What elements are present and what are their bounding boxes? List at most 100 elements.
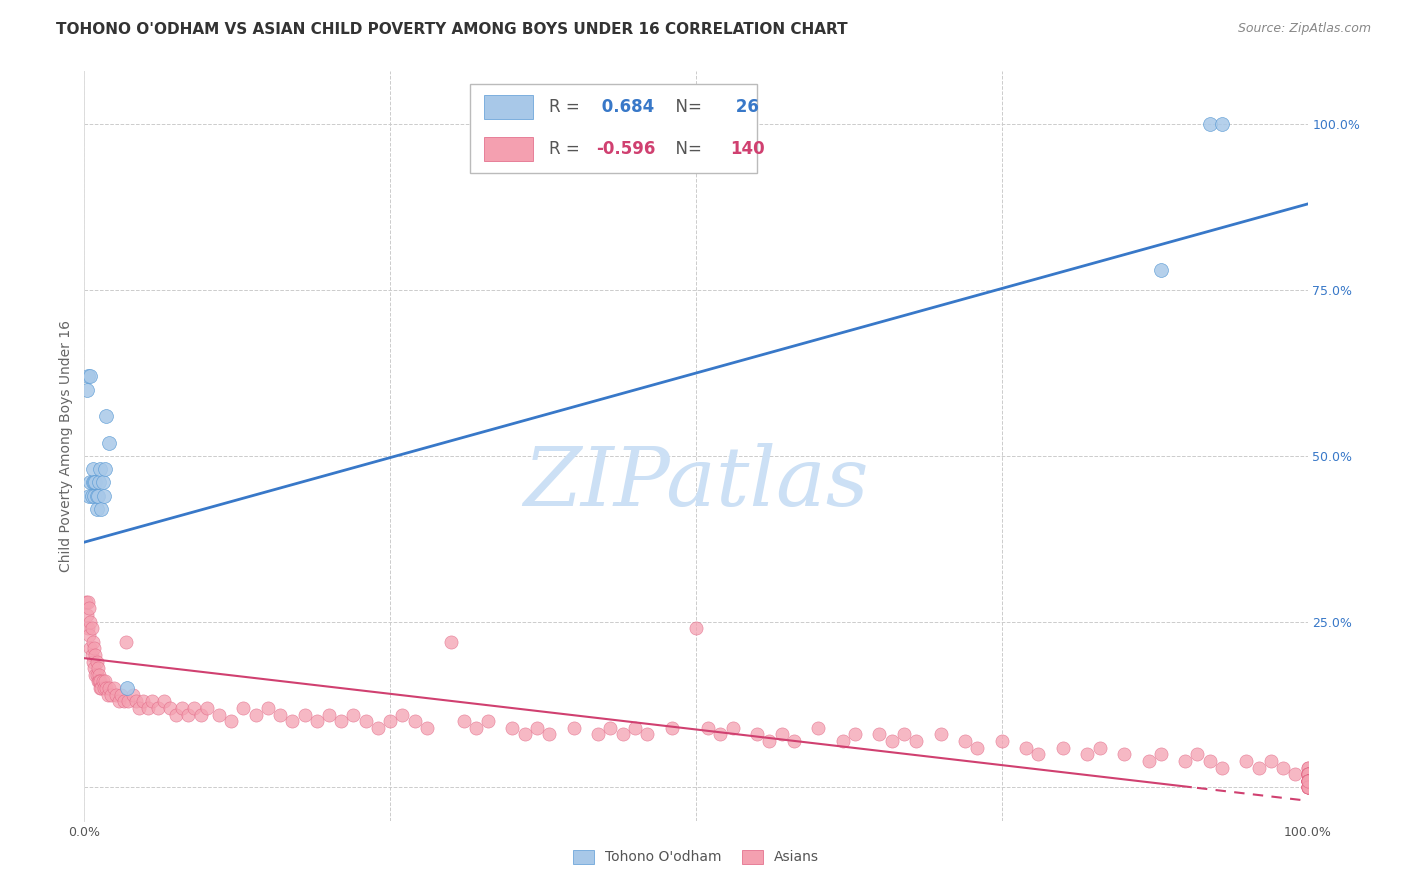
Point xyxy=(190,707,212,722)
Point xyxy=(586,727,609,741)
Point xyxy=(624,721,647,735)
Point xyxy=(1187,747,1209,762)
Text: TOHONO O'ODHAM VS ASIAN CHILD POVERTY AMONG BOYS UNDER 16 CORRELATION CHART: TOHONO O'ODHAM VS ASIAN CHILD POVERTY AM… xyxy=(56,22,848,37)
Point xyxy=(1296,773,1319,788)
Text: N=: N= xyxy=(665,98,707,116)
Point xyxy=(159,701,181,715)
Point xyxy=(1296,767,1319,781)
Point xyxy=(416,721,439,735)
Point xyxy=(1247,761,1270,775)
Point xyxy=(330,714,353,728)
Point xyxy=(1198,754,1220,768)
Point xyxy=(76,383,98,397)
Point xyxy=(758,734,780,748)
Point xyxy=(93,489,115,503)
Point xyxy=(1296,773,1319,788)
Point xyxy=(75,595,97,609)
Point xyxy=(132,694,155,708)
Point xyxy=(513,727,536,741)
Point xyxy=(77,628,100,642)
Point xyxy=(294,707,316,722)
Point xyxy=(97,435,120,450)
Point xyxy=(1296,773,1319,788)
Point xyxy=(97,681,120,695)
Point xyxy=(122,688,145,702)
Point xyxy=(115,634,138,648)
Point xyxy=(125,694,148,708)
Point xyxy=(83,475,105,490)
Point xyxy=(87,475,110,490)
Point xyxy=(464,721,486,735)
Point xyxy=(112,694,135,708)
Point xyxy=(94,462,117,476)
Point xyxy=(612,727,634,741)
Point xyxy=(1296,767,1319,781)
Bar xyxy=(484,137,533,161)
Point xyxy=(404,714,426,728)
Point xyxy=(526,721,548,735)
Point xyxy=(79,615,101,629)
Point xyxy=(991,734,1014,748)
Point xyxy=(1296,773,1319,788)
Point xyxy=(929,727,952,741)
Point xyxy=(1088,740,1111,755)
Point xyxy=(807,721,830,735)
Y-axis label: Child Poverty Among Boys Under 16: Child Poverty Among Boys Under 16 xyxy=(59,320,73,572)
Point xyxy=(1296,780,1319,795)
Point xyxy=(966,740,988,755)
Point xyxy=(1174,754,1197,768)
Point xyxy=(1150,263,1173,277)
Point xyxy=(77,621,100,635)
Point xyxy=(1076,747,1098,762)
Legend: Tohono O'odham, Asians: Tohono O'odham, Asians xyxy=(567,844,825,870)
Point xyxy=(80,648,103,662)
Point xyxy=(84,648,107,662)
Point xyxy=(685,621,707,635)
Point xyxy=(305,714,328,728)
Point xyxy=(87,674,110,689)
Point xyxy=(183,701,205,715)
Point xyxy=(79,475,101,490)
Point xyxy=(770,727,793,741)
Point xyxy=(141,694,163,708)
Point xyxy=(599,721,621,735)
Point xyxy=(869,727,891,741)
Point xyxy=(100,688,122,702)
Point xyxy=(89,674,111,689)
Point xyxy=(1211,761,1233,775)
Point xyxy=(165,707,187,722)
Point xyxy=(87,674,110,689)
FancyBboxPatch shape xyxy=(470,84,758,172)
Point xyxy=(1198,117,1220,131)
Point xyxy=(1296,773,1319,788)
Point xyxy=(94,674,117,689)
Point xyxy=(146,701,169,715)
Point xyxy=(380,714,402,728)
Point xyxy=(93,681,115,695)
Point xyxy=(367,721,389,735)
Point xyxy=(1296,780,1319,795)
Point xyxy=(1260,754,1282,768)
Point xyxy=(195,701,218,715)
Point xyxy=(1236,754,1258,768)
Point xyxy=(281,714,304,728)
Point xyxy=(232,701,254,715)
Text: 0.684: 0.684 xyxy=(596,98,654,116)
Point xyxy=(105,688,128,702)
Text: N=: N= xyxy=(665,140,707,158)
Point xyxy=(1015,740,1038,755)
Point xyxy=(1296,780,1319,795)
Point xyxy=(89,681,111,695)
Point xyxy=(1114,747,1136,762)
Point xyxy=(538,727,561,741)
Point xyxy=(1137,754,1160,768)
Point xyxy=(107,694,129,708)
Point xyxy=(87,489,110,503)
Point xyxy=(115,681,138,695)
Bar xyxy=(484,95,533,120)
Point xyxy=(79,369,101,384)
Point xyxy=(453,714,475,728)
Point xyxy=(86,489,108,503)
Point xyxy=(953,734,976,748)
Point xyxy=(96,409,118,424)
